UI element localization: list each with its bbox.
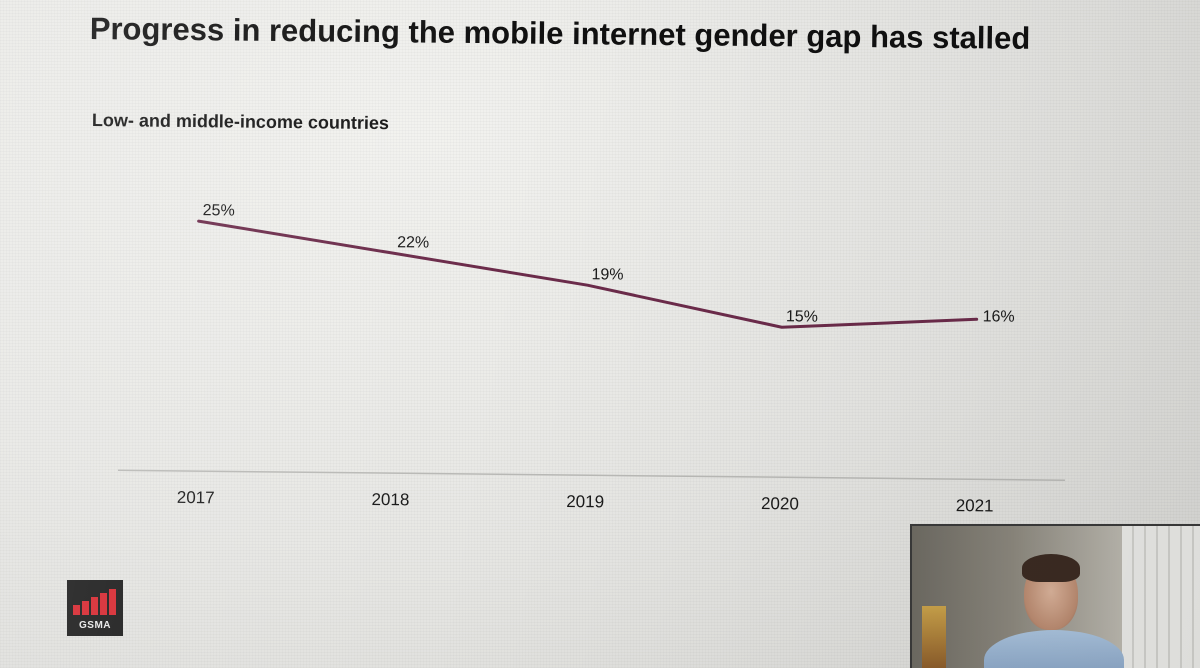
background-door [1122,526,1200,668]
participant-shirt [984,630,1124,668]
webcam-video-tile [910,524,1200,668]
gsma-logo: GSMA [67,580,123,636]
logo-bars-icon [73,589,117,615]
series-line [197,219,979,329]
x-axis-line [117,469,1065,481]
x-tick-label-2018: 2018 [371,490,409,509]
x-tick-label-2021: 2021 [956,496,994,515]
data-label-2021: 16% [983,308,1015,325]
x-tick-label-2020: 2020 [761,494,799,513]
background-poster [922,606,946,668]
data-label-2020: 15% [786,308,818,325]
x-tick-label-2019: 2019 [566,492,604,511]
participant-hair [1022,554,1080,582]
data-label-2017: 25% [203,202,235,219]
data-label-2018: 22% [397,234,429,251]
x-tick-label-2017: 2017 [177,488,215,507]
logo-text: GSMA [79,620,111,631]
data-label-2019: 19% [591,266,623,283]
